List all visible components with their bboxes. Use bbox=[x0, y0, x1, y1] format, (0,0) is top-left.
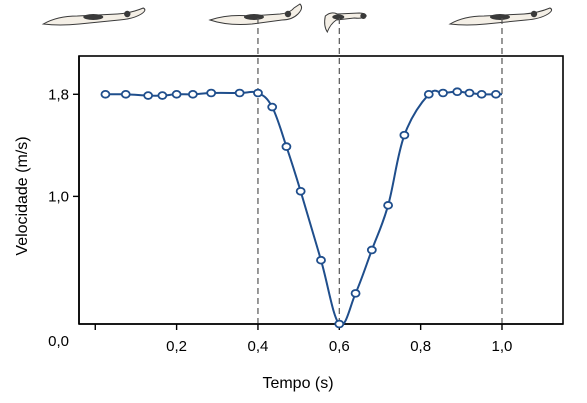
data-point bbox=[399, 130, 410, 140]
data-point bbox=[171, 89, 182, 99]
x-tick-label: 1,0 bbox=[492, 338, 513, 355]
velocity-markers bbox=[100, 87, 501, 329]
x-tick-label: 0,2 bbox=[166, 338, 187, 355]
y-tick-label: 1,8 bbox=[48, 86, 69, 103]
origin-label: 0,0 bbox=[48, 333, 69, 350]
arm-recovery-icon bbox=[208, 3, 303, 25]
x-axis-title: Tempo (s) bbox=[262, 375, 333, 392]
data-point bbox=[143, 91, 154, 100]
x-ticks: 0,00,20,40,60,81,0 bbox=[94, 324, 513, 355]
x-tick-label: 0,6 bbox=[329, 338, 350, 355]
data-point bbox=[234, 88, 245, 98]
data-point bbox=[100, 89, 111, 99]
data-point bbox=[281, 142, 292, 151]
glide-stroke-icon bbox=[41, 7, 146, 26]
data-point bbox=[452, 87, 463, 97]
y-axis-title: Velocidade (m/s) bbox=[14, 136, 31, 255]
velocity-series-line bbox=[105, 89, 502, 326]
data-point bbox=[334, 319, 345, 329]
data-point bbox=[423, 89, 434, 99]
data-point bbox=[267, 102, 278, 112]
data-point bbox=[120, 89, 131, 99]
data-point bbox=[366, 245, 377, 255]
x-tick-label: 0,4 bbox=[248, 338, 269, 355]
data-point bbox=[316, 255, 326, 265]
data-point bbox=[253, 88, 263, 98]
data-point bbox=[295, 186, 306, 196]
leg-kick-icon bbox=[324, 12, 367, 34]
swimmer-illustrations bbox=[41, 3, 553, 34]
y-ticks: 1,0 1,8 0,0 bbox=[48, 86, 79, 350]
glide-stroke-icon bbox=[448, 7, 553, 26]
data-point bbox=[187, 89, 198, 99]
data-point bbox=[490, 89, 501, 99]
data-point bbox=[157, 91, 168, 100]
x-tick-label: 0,8 bbox=[410, 338, 431, 355]
data-point bbox=[383, 201, 394, 210]
y-tick-label: 1,0 bbox=[48, 188, 69, 205]
reference-lines bbox=[257, 18, 503, 324]
data-point bbox=[438, 88, 448, 98]
data-point bbox=[464, 88, 475, 98]
data-point bbox=[206, 88, 217, 98]
data-point bbox=[476, 89, 487, 99]
data-point bbox=[350, 289, 361, 298]
